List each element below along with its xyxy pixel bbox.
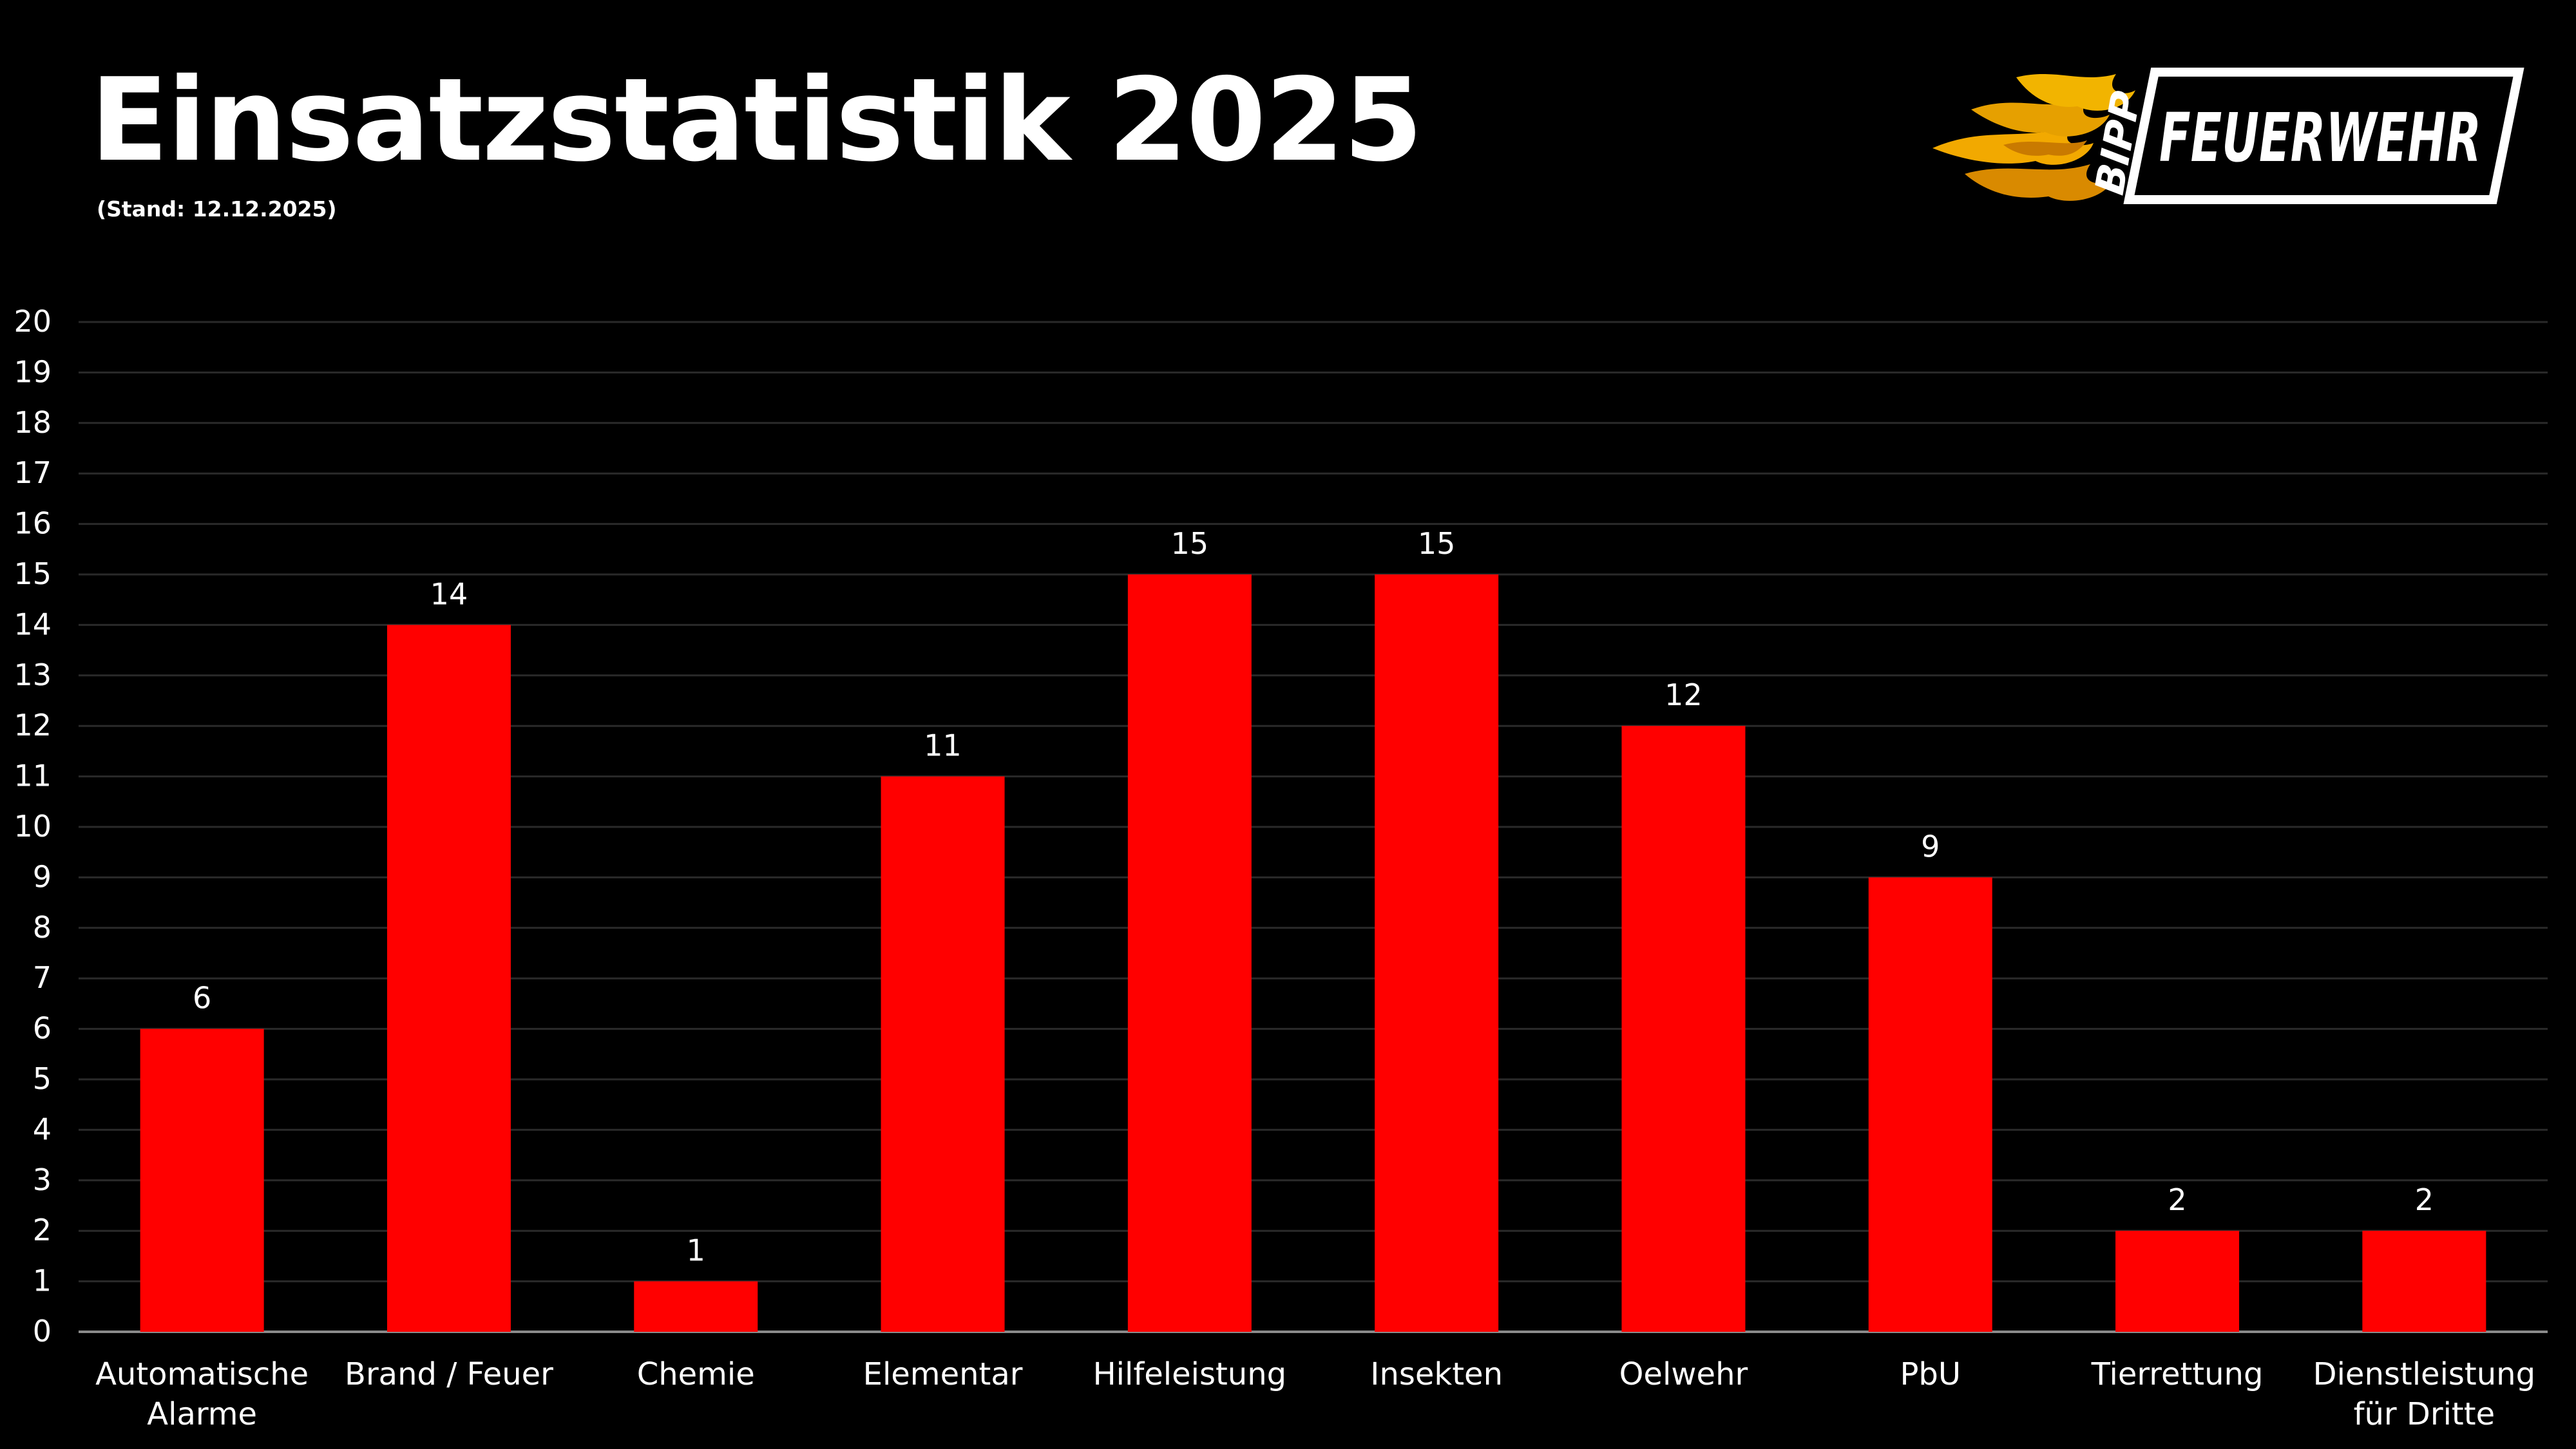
data-label: 2: [2168, 1182, 2186, 1217]
bar: [2115, 1231, 2240, 1332]
data-label: 12: [1665, 677, 1703, 712]
bar: [140, 1028, 264, 1332]
y-tick-label: 12: [14, 708, 52, 743]
y-tick-label: 14: [14, 607, 52, 641]
x-tick-label: Brand / Feuer: [345, 1356, 553, 1392]
x-tick-label: Insekten: [1370, 1356, 1503, 1392]
y-tick-label: 7: [33, 960, 52, 995]
y-tick-label: 15: [14, 556, 52, 591]
bar: [2362, 1231, 2486, 1332]
y-tick-label: 13: [14, 658, 52, 692]
x-tick-label: Elementar: [863, 1356, 1023, 1392]
x-tick-label: Hilfeleistung: [1093, 1356, 1287, 1392]
data-label: 14: [430, 576, 468, 611]
y-tick-label: 4: [33, 1112, 52, 1146]
x-tick-label: Chemie: [637, 1356, 755, 1392]
data-label: 11: [924, 728, 962, 763]
x-tick-label: Oelwehr: [1619, 1356, 1748, 1392]
bipp-feuerwehr-logo: BIPP FEUERWEHR: [1932, 68, 2524, 204]
page-title: Einsatzstatistik 2025: [90, 53, 1423, 187]
y-tick-label: 9: [33, 859, 52, 894]
y-tick-label: 5: [33, 1061, 52, 1096]
y-tick-label: 0: [33, 1314, 52, 1349]
bar: [1621, 726, 1746, 1332]
y-tick-label: 10: [14, 809, 52, 844]
bar: [1375, 574, 1499, 1332]
bar: [1868, 877, 1992, 1332]
data-label: 15: [1418, 526, 1456, 561]
bar: [386, 625, 511, 1332]
y-tick-label: 18: [14, 405, 52, 440]
bar: [634, 1281, 758, 1332]
y-tick-label: 16: [14, 506, 52, 541]
x-tick-label: PbU: [1900, 1356, 1961, 1392]
data-label: 2: [2415, 1182, 2434, 1217]
y-tick-label: 2: [33, 1213, 52, 1247]
flame-icon: [1932, 74, 2135, 201]
y-tick-label: 19: [14, 354, 52, 389]
y-tick-label: 8: [33, 910, 52, 945]
bars: [140, 574, 2486, 1332]
bar: [1127, 574, 1252, 1332]
y-tick-label: 17: [14, 455, 52, 490]
x-axis-ticks: Automatische Alarme Brand / Feuer Chemie Ele…: [95, 1356, 2535, 1432]
data-label: 6: [193, 981, 211, 1016]
y-tick-label: 11: [14, 759, 52, 793]
x-tick-label: Tierrettung: [2091, 1356, 2264, 1392]
y-tick-label: 20: [14, 304, 52, 339]
page-subtitle: (Stand: 12.12.2025): [97, 196, 337, 222]
bar: [881, 776, 1005, 1332]
logo-main-text: FEUERWEHR: [2159, 99, 2481, 177]
y-tick-label: 3: [33, 1162, 52, 1197]
data-label: 1: [687, 1233, 705, 1268]
x-tick-label: Dienstleistung für Dritte: [2313, 1356, 2535, 1432]
x-tick-label: Automatische Alarme: [95, 1356, 309, 1432]
y-tick-label: 1: [33, 1264, 52, 1298]
data-label: 9: [1921, 829, 1940, 864]
data-label: 15: [1171, 526, 1209, 561]
y-tick-label: 6: [33, 1011, 52, 1046]
